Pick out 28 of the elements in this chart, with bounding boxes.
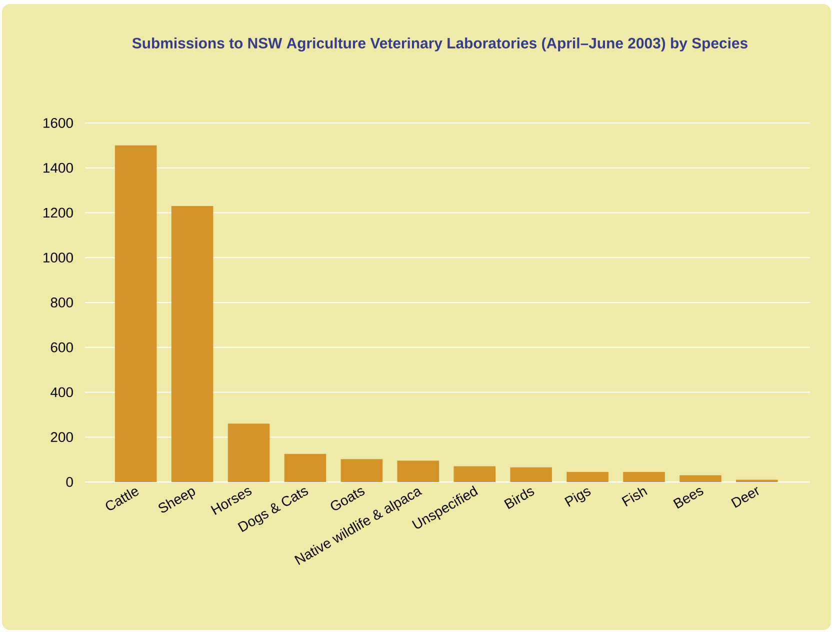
bar — [114, 145, 157, 482]
y-tick-label: 800 — [50, 298, 73, 308]
x-tick-label: Goats — [330, 488, 365, 510]
bar — [171, 206, 214, 482]
bar — [566, 472, 608, 482]
bar — [454, 466, 496, 482]
bar — [340, 459, 383, 482]
chart-title: Submissions to NSW Agriculture Veterinary Laboratories (April–June 2003) by Species — [132, 38, 748, 52]
x-tick-label: Fish — [622, 488, 648, 506]
x-tick-label: Birds — [504, 488, 534, 510]
bar — [228, 424, 270, 482]
y-tick-label: 1600 — [44, 118, 73, 128]
x-tick-label: Bees — [673, 488, 704, 509]
y-tick-label: 1400 — [44, 162, 73, 173]
y-tick-label: 1000 — [44, 252, 73, 263]
y-tick-label: 1200 — [44, 208, 73, 218]
y-tick-label: 200 — [50, 432, 73, 442]
bar — [397, 460, 440, 482]
y-tick-label: 400 — [50, 387, 73, 398]
bar — [623, 472, 665, 482]
bar — [510, 467, 552, 482]
y-tick-label: 0 — [66, 477, 73, 487]
y-tick-label: 600 — [50, 342, 73, 352]
bar — [680, 475, 722, 482]
x-tick-label: Pigs — [564, 488, 591, 507]
bar — [284, 454, 326, 482]
x-tick-label: Cattle — [106, 488, 139, 510]
x-tick-label: Deer — [730, 486, 759, 508]
